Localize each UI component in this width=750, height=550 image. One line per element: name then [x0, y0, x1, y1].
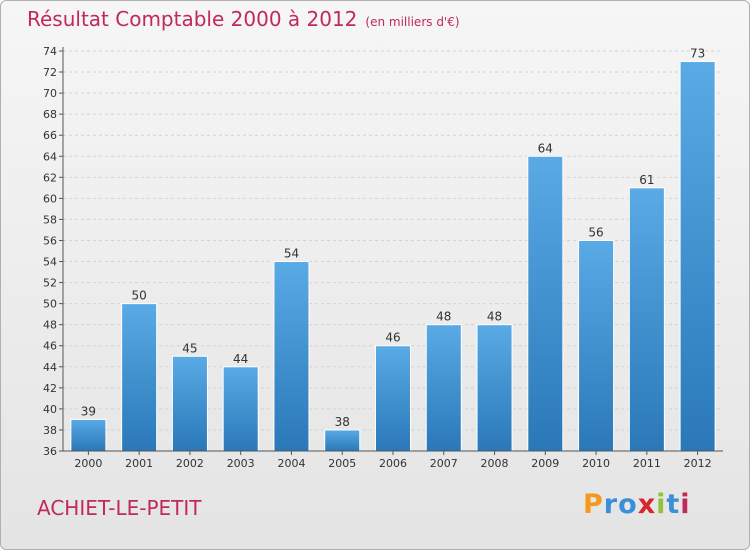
- x-tick-label-2009: 2009: [531, 457, 559, 470]
- x-tick-label-2012: 2012: [684, 457, 712, 470]
- data-label-2009: 64: [538, 141, 553, 155]
- data-label-2005: 38: [335, 415, 350, 429]
- y-tick-label: 54: [43, 256, 57, 269]
- y-axis: 36 38 40 42 44 46 48 50 52 54 56 58 60 62 64 66 68 70 72 74: [43, 45, 64, 458]
- y-tick-label: 74: [43, 45, 57, 58]
- bar-2004: [273, 261, 310, 452]
- commune-name: ACHIET-LE-PETIT: [37, 496, 202, 520]
- y-tick-label: 68: [43, 108, 57, 121]
- data-label-2012: 73: [690, 47, 705, 61]
- x-tick-label-2001: 2001: [125, 457, 153, 470]
- bars: 39 50 45 44 54 38 46 48 48 64 56 61 73: [70, 47, 716, 452]
- bar-2000: [70, 418, 107, 452]
- y-tick-label: 38: [43, 424, 57, 437]
- chart-title: Résultat Comptable 2000 à 2012 (en millie…: [27, 7, 460, 31]
- logo-letter: t: [666, 489, 681, 520]
- x-tick-label-2000: 2000: [74, 457, 102, 470]
- bar-2011: [628, 187, 665, 452]
- data-label-2003: 44: [233, 352, 248, 366]
- x-tick-label-2004: 2004: [277, 457, 305, 470]
- logo-letter: x: [637, 489, 657, 520]
- chart-subtitle: (en milliers d'€): [365, 15, 460, 29]
- y-tick-label: 56: [43, 234, 57, 247]
- logo-letter: i: [680, 489, 691, 520]
- x-tick-label-2003: 2003: [227, 457, 255, 470]
- bar-2003: [222, 366, 259, 452]
- bar-2006: [374, 345, 412, 452]
- bar-2001: [121, 303, 158, 452]
- y-tick-label: 72: [43, 66, 57, 79]
- y-tick-label: 52: [43, 277, 57, 290]
- y-tick-label: 62: [43, 171, 57, 184]
- data-label-2004: 54: [284, 247, 299, 261]
- y-tick-label: 60: [43, 192, 57, 205]
- x-tick-label-2002: 2002: [176, 457, 204, 470]
- logo-letter: i: [656, 489, 667, 520]
- y-tick-label: 70: [43, 87, 57, 100]
- bar-2009: [527, 155, 564, 452]
- data-label-2008: 48: [487, 310, 502, 324]
- logo-letter: P: [583, 489, 604, 520]
- y-tick-label: 48: [43, 319, 57, 332]
- x-tick-label-2006: 2006: [379, 457, 407, 470]
- data-label-2002: 45: [182, 341, 197, 355]
- data-label-2006: 46: [385, 331, 400, 345]
- bar-2007: [425, 324, 462, 452]
- y-tick-label: 64: [43, 150, 57, 163]
- logo-letter: o: [618, 489, 638, 520]
- data-label-2007: 48: [436, 310, 451, 324]
- y-tick-label: 44: [43, 361, 57, 374]
- y-tick-label: 66: [43, 129, 57, 142]
- y-tick-label: 42: [43, 382, 57, 395]
- x-tick-label-2008: 2008: [481, 457, 509, 470]
- bar-2008: [476, 324, 513, 452]
- chart-title-text: Résultat Comptable 2000 à 2012: [27, 7, 358, 31]
- proxiti-logo: Proxiti: [583, 489, 691, 520]
- data-label-2011: 61: [639, 173, 654, 187]
- y-tick-label: 58: [43, 213, 57, 226]
- bar-2012: [679, 61, 716, 452]
- bar-2005: [324, 429, 361, 452]
- data-label-2001: 50: [132, 289, 147, 303]
- logo-letter: r: [603, 489, 619, 520]
- data-label-2000: 39: [81, 404, 96, 418]
- bar-2010: [578, 239, 615, 452]
- x-tick-label-2007: 2007: [430, 457, 458, 470]
- x-tick-label-2011: 2011: [633, 457, 661, 470]
- y-tick-label: 46: [43, 340, 57, 353]
- y-tick-label: 50: [43, 298, 57, 311]
- y-tick-label: 40: [43, 403, 57, 416]
- y-tick-label: 36: [43, 445, 57, 458]
- x-tick-label-2010: 2010: [582, 457, 610, 470]
- bar-2002: [171, 355, 208, 452]
- x-axis: 2000 2001 2002 2003 2004 2005 2006 2007 2008 2009…: [63, 450, 723, 470]
- x-tick-label-2005: 2005: [328, 457, 356, 470]
- data-label-2010: 56: [588, 225, 603, 239]
